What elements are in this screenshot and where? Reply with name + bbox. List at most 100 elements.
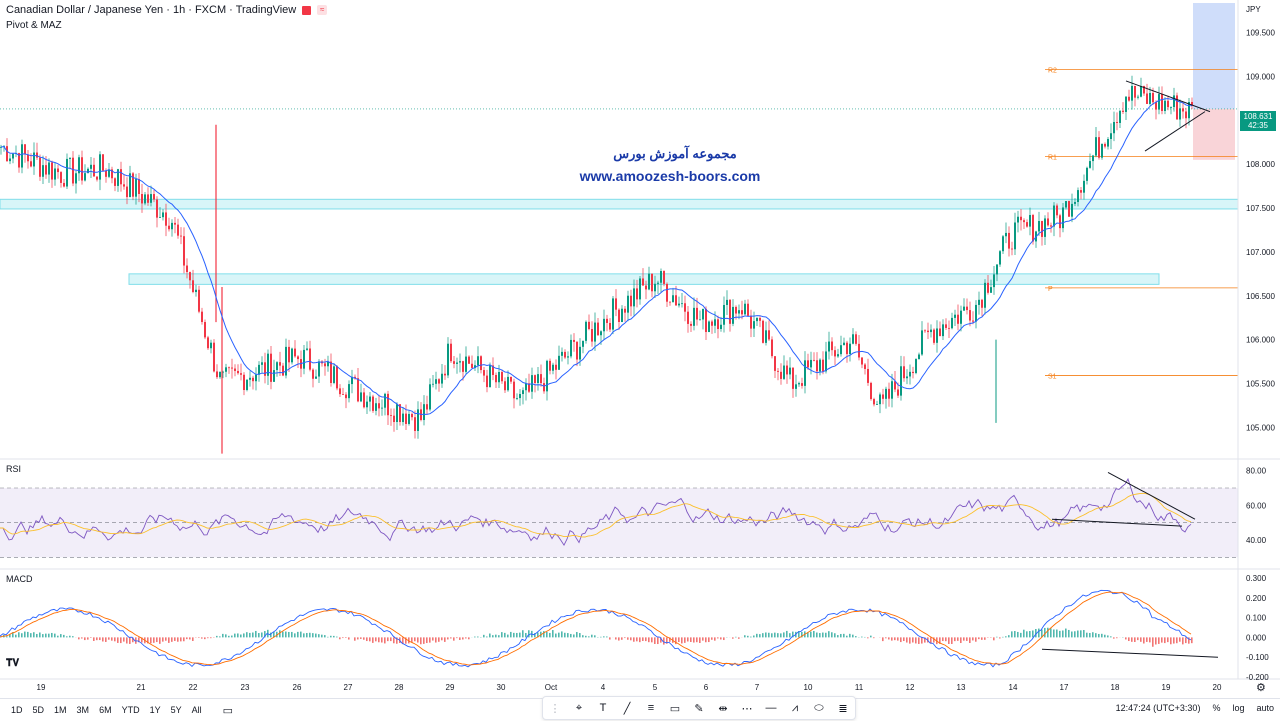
timeframe-5d[interactable]: 5D [28,705,50,715]
candle-body [465,357,467,372]
red-flag-icon[interactable] [302,6,311,15]
candle-body [885,389,887,399]
auto-toggle[interactable]: auto [1256,703,1274,713]
pen-tool-icon[interactable]: ✎ [690,700,708,716]
candle-body [1161,94,1163,111]
timeframe-ytd[interactable]: YTD [117,705,145,715]
candle-body [942,324,944,336]
macd-histogram-bar [162,637,164,641]
timeframe-1d[interactable]: 1D [6,705,28,715]
candle-body [384,394,386,408]
candle-body [540,374,542,383]
macd-histogram-bar [1143,637,1145,643]
indicator-legend[interactable]: Pivot & MAZ [6,20,62,31]
candle-body [336,366,338,388]
timeframe-3m[interactable]: 3M [72,705,95,715]
candles [0,76,1193,454]
fib-tool-icon[interactable]: ≡ [642,700,660,716]
candle-body [21,144,23,167]
pattern-tool-icon[interactable]: ⋯ [738,700,756,716]
candle-body [48,162,50,174]
candle-body [486,376,488,388]
candle-body [606,319,608,323]
rectangle-tool-icon[interactable]: ▭ [666,700,684,716]
candle-body [1062,207,1064,228]
macd-histogram-bar [1179,637,1181,641]
candle-body [765,330,767,343]
trendline-tool-icon[interactable]: ╱ [618,700,636,716]
candle-body [588,322,590,329]
candle-body [1164,101,1166,111]
candle-body [990,287,992,293]
candle-body [1008,233,1010,249]
macd-histogram-bar [456,637,458,638]
measure-tool-icon[interactable]: ⇹ [714,700,732,716]
time-tick: 4 [601,683,606,692]
macd-histogram-bar [522,630,524,637]
macd-histogram-bar [1116,637,1118,638]
timeframe-all[interactable]: All [187,705,207,715]
candle-body [213,343,215,372]
macd-histogram-bar [1014,631,1016,637]
macd-histogram-bar [984,637,986,639]
macd-histogram-bar [1047,628,1049,638]
symbol-title-bar[interactable]: Canadian Dollar / Japanese Yen · 1h · FX… [6,4,327,16]
log-toggle[interactable]: log [1232,703,1244,713]
macd-histogram-bar [906,637,908,642]
timeframe-1m[interactable]: 1M [49,705,72,715]
calendar-icon[interactable]: ▭ [223,704,233,717]
pin-tool-icon[interactable]: ⌖ [570,700,588,716]
candle-body [84,173,86,180]
candle-body [666,284,668,302]
candle-body [891,381,893,398]
macd-histogram-bar [684,637,686,642]
clock[interactable]: 12:47:24 (UTC+3:30) [1116,703,1201,713]
macd-histogram-bar [33,632,35,637]
macd-histogram-bar [291,632,293,637]
candle-body [804,360,806,386]
macd-histogram-bar [609,637,611,639]
candle-body [975,305,977,322]
macd-histogram-bar [561,631,563,637]
tradingview-logo-icon[interactable]: 𝐓𝐕 [6,658,19,669]
candle-body [981,300,983,308]
symbol-title[interactable]: Canadian Dollar / Japanese Yen · 1h · FX… [6,4,296,16]
timeframe-1y[interactable]: 1Y [145,705,166,715]
equal-icon[interactable]: ≈ [317,5,327,15]
macd-histogram-bar [756,634,758,638]
ellipse-tool-icon[interactable]: ⬭ [810,700,828,716]
channel-tool-icon[interactable]: ≣ [834,700,852,716]
macd-histogram-bar [1029,631,1031,637]
candle-body [795,384,797,389]
percent-toggle[interactable]: % [1212,703,1220,713]
zigzag-tool-icon[interactable]: ⩘ [786,700,804,716]
candle-body [1017,217,1019,223]
macd-histogram-bar [474,637,476,638]
watermark-url: www.amoozesh-boors.com [540,168,800,184]
macd-histogram-bar [699,637,701,643]
drawing-toolbar: ⋮ ⌖ T ╱ ≡ ▭ ✎ ⇹ ⋯ — ⩘ ⬭ ≣ [542,696,856,720]
timeframe-6m[interactable]: 6M [94,705,117,715]
horizontal-line-tool-icon[interactable]: — [762,700,780,716]
macd-histogram-bar [411,637,413,642]
macd-histogram-bar [870,636,872,638]
candle-body [660,271,662,283]
currency-label[interactable]: JPY [1246,5,1261,14]
drag-handle-icon[interactable]: ⋮ [546,700,564,716]
candle-body [1167,101,1169,107]
macd-histogram-bar [39,633,41,638]
candle-body [423,404,425,420]
candle-body [147,194,149,202]
macd-histogram-bar [894,637,896,640]
rsi-label[interactable]: RSI [6,464,21,474]
candle-body [345,395,347,399]
text-tool-icon[interactable]: T [594,700,612,716]
macd-label[interactable]: MACD [6,574,33,584]
timeframe-5y[interactable]: 5Y [166,705,187,715]
candle-body [1110,133,1112,139]
time-tick: 21 [137,683,146,692]
candle-body [405,414,407,424]
settings-gear-icon[interactable]: ⚙ [1256,682,1266,694]
